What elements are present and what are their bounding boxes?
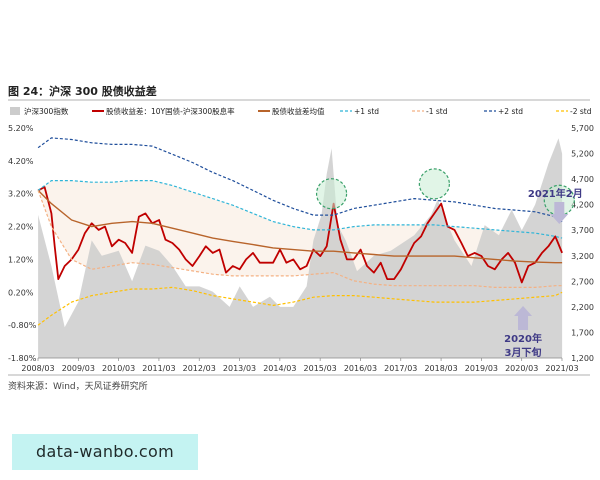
legend-label-3: +1 std [354,107,379,116]
x-tick-label-12: 2020/03 [505,364,538,373]
legend-label-1: 股债收益差：10Y国债-沪深300股息率 [106,106,235,116]
annotation-arrow-head-0 [550,214,569,224]
series-line-5 [37,137,563,223]
y-left-tick-label-3: 2.20% [8,223,34,232]
annotation-arrow-shaft-1 [518,316,529,330]
figure-source: 资料来源：Wind，天风证券研究所 [8,380,148,392]
y-left-tick-label-2: 3.20% [8,190,34,199]
index-area-layer [38,138,563,358]
legend-label-0: 沪深300指数 [24,106,69,116]
series-line-2 [37,189,563,264]
y-left-tick-label-7: -1.80% [8,354,37,363]
y-right-tick-label-8: 1,700 [571,328,594,337]
annotation-label-line2-1: 3月下旬 [505,346,542,359]
x-tick-label-1: 2009/03 [62,364,95,373]
x-tick-label-3: 2011/03 [142,364,175,373]
x-tick-label-13: 2021/03 [545,364,578,373]
x-tick-label-11: 2019/03 [465,364,498,373]
x-tick-label-5: 2013/03 [223,364,256,373]
series-line-6 [37,286,563,326]
annotation-label-1: 2020年 [504,332,542,345]
legend-label-4: -1 std [426,107,448,116]
y-right-tick-label-6: 2,700 [571,277,594,286]
x-tick-label-7: 2015/03 [304,364,337,373]
legend-swatch-0 [10,107,20,115]
axes: 2008/03 2009/03 2010/03 2011/03 2012/03 2013/… [8,124,594,373]
y-right-tick-label-5: 3,200 [571,252,594,261]
legend-label-5: +2 std [498,107,523,116]
watermark-badge: data-wanbo.com [12,434,198,470]
y-right-tick-label-4: 3,700 [571,226,594,235]
x-tick-label-8: 2016/03 [344,364,377,373]
y-right-tick-label-0: 5,700 [571,124,594,133]
x-tick-label-4: 2012/03 [183,364,216,373]
x-tick-label-10: 2018/03 [424,364,457,373]
legend-label-6: -2 std [570,107,592,116]
legend-label-2: 股债收益差均值 [272,106,325,116]
x-tick-label-6: 2014/03 [263,364,296,373]
y-right-tick-label-3: 4,200 [571,201,594,210]
annotation-label-0: 2021年2月 [528,187,583,200]
legend: 沪深300指数 股债收益差：10Y国债-沪深300股息率 股债收益差均值 +1 std… [10,106,592,116]
y-left-tick-label-6: -0.80% [8,321,37,330]
y-left-tick-label-4: 1.20% [8,255,34,264]
figure-title: 图 24：沪深 300 股债收益差 [8,84,157,98]
y-right-tick-label-2: 4,700 [571,175,594,184]
series-area-0 [38,138,563,358]
annotation-arrow-shaft-0 [554,202,565,214]
highlight-circle-1 [418,168,450,200]
x-tick-label-0: 2008/03 [21,364,54,373]
x-tick-label-9: 2017/03 [384,364,417,373]
highlight-circle-2 [543,184,575,216]
y-left-tick-label-1: 4.20% [8,157,34,166]
series-line-4 [37,190,563,288]
y-left-tick-label-0: 5.20% [8,124,34,133]
y-right-tick-label-9: 1,200 [571,354,594,363]
y-left-tick-label-5: 0.20% [8,288,34,297]
x-tick-label-2: 2010/03 [102,364,135,373]
highlight-circle-0 [315,178,348,210]
series-line-1 [37,186,563,284]
y-right-tick-label-1: 5,200 [571,150,594,159]
lines-layer [37,137,563,326]
annotation-arrow-head-1 [514,306,533,316]
y-right-tick-label-7: 2,200 [571,303,594,312]
series-line-3 [37,180,563,239]
